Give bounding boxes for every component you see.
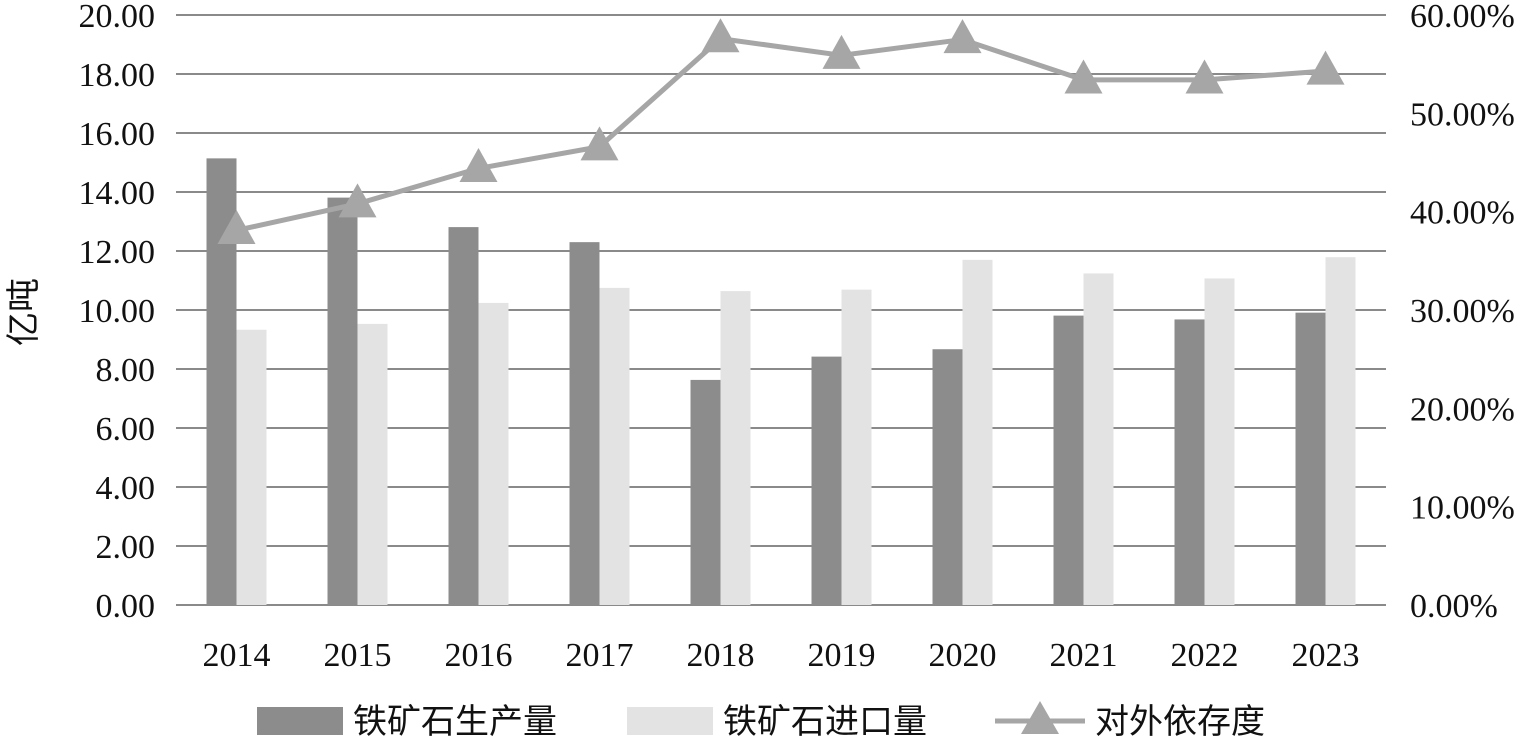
bar-import	[357, 323, 388, 605]
legend-swatch-production	[257, 707, 343, 735]
bar-import	[1083, 273, 1114, 605]
bar-production	[569, 242, 600, 605]
bar-import	[599, 287, 630, 605]
legend-marker-dependency	[1021, 701, 1059, 734]
dependency-line	[217, 18, 1345, 244]
legend: 铁矿石生产量 铁矿石进口量 对外依存度	[257, 701, 1265, 740]
x-tick-label: 2016	[445, 637, 513, 674]
x-tick-label: 2020	[929, 637, 997, 674]
dependency-point	[822, 34, 861, 69]
dependency-point	[1064, 59, 1103, 94]
y2-tick-label: 10.00%	[1410, 490, 1515, 527]
bar-production	[1295, 312, 1326, 605]
bar-production	[1174, 319, 1205, 605]
y2-tick-label: 0.00%	[1410, 588, 1498, 625]
x-tick-label: 2014	[203, 637, 271, 674]
y-tick-label: 6.00	[96, 411, 156, 448]
y-tick-label: 4.00	[96, 470, 156, 507]
y2-tick-label: 60.00%	[1410, 0, 1515, 35]
bar-production	[690, 379, 721, 605]
bar-import	[1204, 278, 1235, 605]
y-axis-label: 亿吨	[4, 278, 44, 346]
x-tick-label: 2021	[1050, 637, 1118, 674]
dependency-point	[1306, 50, 1345, 85]
x-tick-label: 2015	[324, 637, 392, 674]
legend-label-dependency: 对外依存度	[1095, 702, 1265, 740]
x-tick-label: 2019	[808, 637, 876, 674]
y-tick-label: 12.00	[79, 234, 156, 271]
dependency-point	[338, 183, 377, 218]
y2-tick-label: 40.00%	[1410, 195, 1515, 232]
bar-import	[1325, 257, 1356, 605]
x-tick-label: 2023	[1292, 637, 1360, 674]
y-tick-label: 8.00	[96, 352, 156, 389]
y-tick-label: 10.00	[79, 293, 156, 330]
left-axis-ticks: 0.00 2.00 4.00 6.00 8.00 10.00 12.00 14.00 16.00…	[79, 0, 156, 625]
bar-production	[448, 227, 479, 606]
bar-production	[1053, 315, 1084, 605]
x-tick-label: 2017	[566, 637, 634, 674]
x-axis-ticks: 2014 2015 2016 2017 2018 2019 2020 2021 2022 2023	[203, 637, 1360, 674]
legend-label-production: 铁矿石生产量	[353, 702, 557, 740]
dependency-point	[580, 126, 619, 161]
dependency-point	[459, 148, 498, 182]
dependency-point	[217, 209, 256, 244]
y-tick-label: 20.00	[79, 0, 156, 35]
y2-tick-label: 20.00%	[1410, 391, 1515, 428]
y2-tick-label: 50.00%	[1410, 96, 1515, 133]
legend-label-import: 铁矿石进口量	[723, 702, 927, 740]
y-tick-label: 16.00	[79, 116, 156, 153]
bar-import	[841, 289, 872, 605]
dependency-point	[943, 19, 982, 54]
right-axis-ticks: 0.00% 10.00% 20.00% 30.00% 40.00% 50.00% 60.00…	[1410, 0, 1515, 625]
bar-production	[327, 197, 358, 606]
y2-tick-label: 30.00%	[1410, 293, 1515, 330]
legend-swatch-import	[627, 707, 713, 735]
bar-import	[720, 291, 751, 605]
bar-import	[962, 259, 993, 605]
y-tick-label: 14.00	[79, 175, 156, 212]
y-tick-label: 0.00	[96, 588, 156, 625]
bar-production	[932, 349, 963, 605]
y-tick-label: 18.00	[79, 57, 156, 94]
x-tick-label: 2018	[687, 637, 755, 674]
dependency-line-path	[235, 36, 1326, 233]
bar-production	[811, 356, 842, 605]
bars	[206, 158, 1356, 606]
dependency-point	[701, 18, 740, 53]
x-tick-label: 2022	[1171, 637, 1239, 674]
bar-import	[236, 329, 267, 605]
y-tick-label: 2.00	[96, 529, 156, 566]
bar-import	[478, 302, 509, 605]
dependency-point	[1185, 59, 1224, 94]
